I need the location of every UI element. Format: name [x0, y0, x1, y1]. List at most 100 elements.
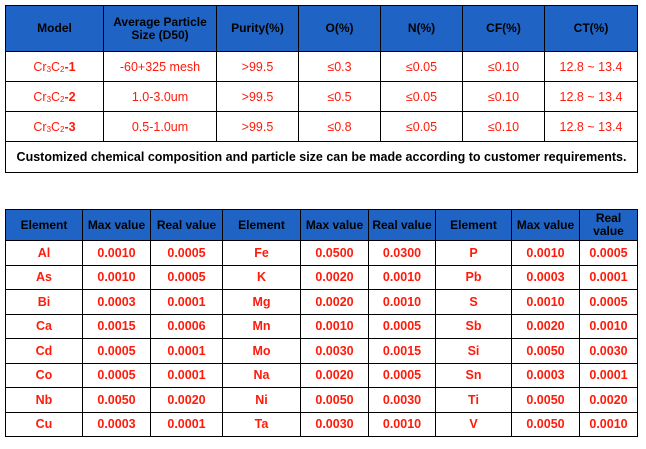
- oxygen-cell: ≤0.3: [298, 51, 381, 82]
- max-value-cell: 0.0020: [300, 362, 369, 388]
- model-cell: Cr3C2-3: [5, 111, 104, 142]
- model-mid: C: [51, 89, 61, 104]
- nitrogen-cell: ≤0.05: [380, 81, 463, 112]
- element-row: Nb 0.0050 0.0020 Ni 0.0050 0.0030 Ti 0.0050 0.00…: [5, 387, 638, 413]
- element-symbol-cell: Ta: [222, 411, 301, 437]
- real-value-cell: 0.0015: [368, 338, 436, 364]
- real-value-cell: 0.0001: [150, 362, 223, 388]
- element-row: As 0.0010 0.0005 K 0.0020 0.0010 Pb 0.0003 0.000…: [5, 264, 638, 290]
- element-header-cell: Element: [222, 209, 301, 241]
- real-value-cell: 0.0005: [150, 264, 223, 290]
- max-value-cell: 0.0050: [82, 387, 151, 413]
- max-value-cell: 0.0010: [511, 289, 580, 315]
- real-value-cell: 0.0001: [150, 338, 223, 364]
- spec-header-cell: CF(%): [462, 5, 545, 52]
- real-value-cell: 0.0006: [150, 313, 223, 339]
- element-header-cell: Real value: [368, 209, 436, 241]
- particle-size-cell: -60+325 mesh: [103, 51, 217, 82]
- particle-size-cell: 1.0-3.0um: [103, 81, 217, 112]
- element-symbol-cell: Al: [5, 240, 83, 266]
- model-subscript: 2: [60, 64, 65, 74]
- purity-cell: >99.5: [216, 51, 299, 82]
- element-symbol-cell: Ca: [5, 313, 83, 339]
- element-symbol-cell: Cd: [5, 338, 83, 364]
- model-suffix: -3: [64, 119, 76, 134]
- real-value-cell: 0.0030: [579, 338, 638, 364]
- max-value-cell: 0.0050: [511, 338, 580, 364]
- spec-header-row: Model Average Particle Size (D50) Purity…: [5, 5, 638, 52]
- ct-cell: 12.8 ~ 13.4: [544, 81, 638, 112]
- real-value-cell: 0.0010: [579, 313, 638, 339]
- real-value-cell: 0.0001: [579, 362, 638, 388]
- max-value-cell: 0.0010: [82, 264, 151, 290]
- max-value-cell: 0.0050: [511, 411, 580, 437]
- element-symbol-cell: Ti: [435, 387, 512, 413]
- element-header-cell: Element: [435, 209, 512, 241]
- spec-header-cell: Purity(%): [216, 5, 299, 52]
- real-value-cell: 0.0001: [579, 264, 638, 290]
- element-row: Bi 0.0003 0.0001 Mg 0.0020 0.0010 S 0.0010 0.000…: [5, 289, 638, 315]
- real-value-cell: 0.0005: [368, 313, 436, 339]
- max-value-cell: 0.0003: [82, 411, 151, 437]
- spec-header-cell: O(%): [298, 5, 381, 52]
- real-value-cell: 0.0005: [579, 240, 638, 266]
- max-value-cell: 0.0015: [82, 313, 151, 339]
- model-subscript: 2: [60, 124, 65, 134]
- element-symbol-cell: P: [435, 240, 512, 266]
- element-impurity-table: Element Max value Real value Element Max val…: [5, 209, 638, 437]
- spec-header-cell: Model: [5, 5, 104, 52]
- element-header-cell: Max value: [511, 209, 580, 241]
- element-header-row: Element Max value Real value Element Max val…: [5, 209, 638, 241]
- model-subscript: 3: [46, 64, 52, 74]
- model-suffix: -2: [64, 89, 76, 104]
- element-symbol-cell: Nb: [5, 387, 83, 413]
- element-header-cell: Max value: [300, 209, 369, 241]
- model-base: Cr: [33, 89, 47, 104]
- model-subscript: 3: [46, 94, 52, 104]
- element-row: Ca 0.0015 0.0006 Mn 0.0010 0.0005 Sb 0.0020 0.00…: [5, 313, 638, 339]
- max-value-cell: 0.0010: [511, 240, 580, 266]
- model-suffix: -1: [64, 59, 76, 74]
- model-cell: Cr3C2-2: [5, 81, 104, 112]
- element-symbol-cell: Fe: [222, 240, 301, 266]
- nitrogen-cell: ≤0.05: [380, 111, 463, 142]
- model-cell: Cr3C2-1: [5, 51, 104, 82]
- element-row: Al 0.0010 0.0005 Fe 0.0500 0.0300 P 0.0010 0.000…: [5, 240, 638, 266]
- model-mid: C: [51, 119, 61, 134]
- real-value-cell: 0.0005: [579, 289, 638, 315]
- element-symbol-cell: Bi: [5, 289, 83, 315]
- model-subscript: 2: [60, 94, 65, 104]
- element-symbol-cell: Mn: [222, 313, 301, 339]
- element-header-cell: Real value: [579, 209, 638, 241]
- element-symbol-cell: Cu: [5, 411, 83, 437]
- element-symbol-cell: K: [222, 264, 301, 290]
- element-header-cell: Element: [5, 209, 83, 241]
- element-symbol-cell: Si: [435, 338, 512, 364]
- purity-cell: >99.5: [216, 81, 299, 112]
- spec-header-cell: CT(%): [544, 5, 638, 52]
- max-value-cell: 0.0020: [511, 313, 580, 339]
- customization-note: Customized chemical composition and part…: [5, 141, 638, 173]
- spec-header-cell: Average Particle Size (D50): [103, 5, 217, 52]
- element-row: Cd 0.0005 0.0001 Mo 0.0030 0.0015 Si 0.0050 0.00…: [5, 338, 638, 364]
- element-symbol-cell: As: [5, 264, 83, 290]
- real-value-cell: 0.0300: [368, 240, 436, 266]
- model-base: Cr: [33, 119, 47, 134]
- ct-cell: 12.8 ~ 13.4: [544, 111, 638, 142]
- element-symbol-cell: Co: [5, 362, 83, 388]
- particle-size-cell: 0.5-1.0um: [103, 111, 217, 142]
- element-symbol-cell: Pb: [435, 264, 512, 290]
- oxygen-cell: ≤0.5: [298, 81, 381, 112]
- max-value-cell: 0.0050: [511, 387, 580, 413]
- element-row: Co 0.0005 0.0001 Na 0.0020 0.0005 Sn 0.0003 0.00…: [5, 362, 638, 388]
- max-value-cell: 0.0020: [300, 264, 369, 290]
- spec-row: Cr3C2-1 -60+325 mesh >99.5 ≤0.3 ≤0.05 ≤0.10 12…: [5, 51, 638, 82]
- max-value-cell: 0.0030: [300, 411, 369, 437]
- element-symbol-cell: Na: [222, 362, 301, 388]
- real-value-cell: 0.0010: [368, 264, 436, 290]
- nitrogen-cell: ≤0.05: [380, 51, 463, 82]
- spec-header-cell: N(%): [380, 5, 463, 52]
- max-value-cell: 0.0005: [82, 338, 151, 364]
- real-value-cell: 0.0005: [150, 240, 223, 266]
- model-mid: C: [51, 59, 61, 74]
